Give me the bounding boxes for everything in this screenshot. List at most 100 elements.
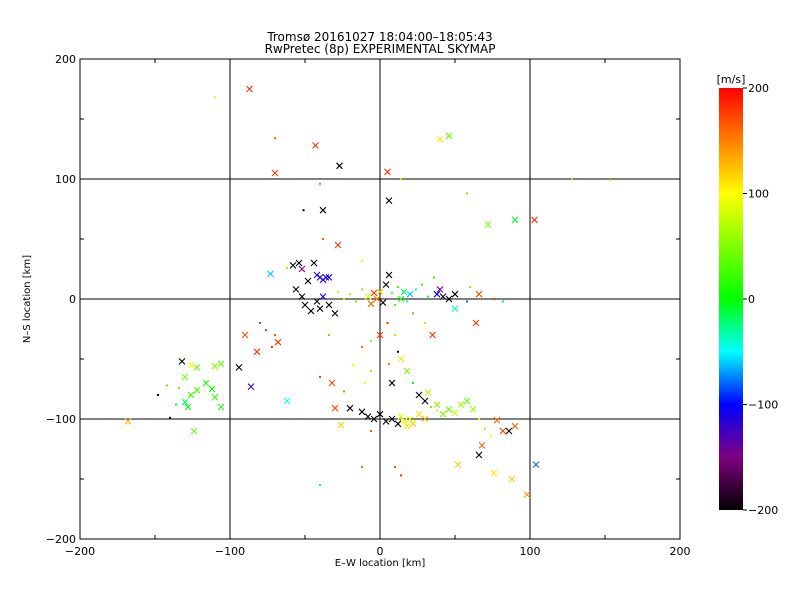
data-point-cross <box>190 427 198 435</box>
data-point-cross <box>445 406 453 413</box>
data-point-cross <box>298 265 306 273</box>
data-point-cross <box>376 410 384 418</box>
data-point-dot <box>319 376 321 378</box>
data-point-dot <box>412 382 414 384</box>
y-axis-ticks: 200 100 0 −100 −200 <box>46 53 680 546</box>
data-point-cross <box>445 295 453 303</box>
data-point-dot <box>319 182 321 185</box>
colorbar-tick-label: 0 <box>748 293 755 306</box>
data-point-dot <box>166 384 168 387</box>
data-point-dot <box>302 209 305 212</box>
data-point-cross <box>364 293 372 300</box>
data-point-cross <box>445 132 453 140</box>
data-point-dot <box>391 292 393 294</box>
data-point-dot <box>490 434 492 437</box>
y-tick-label: −100 <box>46 413 76 426</box>
data-point-cross <box>124 418 132 425</box>
data-point-dot <box>493 298 495 300</box>
data-point-cross <box>439 410 447 418</box>
data-point-cross <box>436 286 444 293</box>
data-point-dot <box>361 259 363 262</box>
y-tick-label: −200 <box>46 533 76 546</box>
data-point-cross <box>181 398 189 406</box>
x-tick-label: 0 <box>377 545 384 558</box>
data-point-cross <box>331 404 339 412</box>
data-point-cross <box>508 475 516 483</box>
data-point-dot <box>388 362 390 365</box>
data-point-cross <box>325 301 333 309</box>
data-point-cross <box>217 360 225 368</box>
data-point-cross <box>328 379 336 387</box>
data-point-cross <box>499 427 507 435</box>
data-point-cross <box>463 397 471 405</box>
data-point-cross <box>484 221 492 228</box>
data-point-cross <box>394 420 402 428</box>
x-tick-label: −200 <box>65 545 95 558</box>
data-point-dot <box>274 334 276 336</box>
data-point-dot <box>370 340 372 342</box>
data-point-cross <box>246 85 253 93</box>
x-axis-ticks: −200 −100 0 100 200 <box>65 59 691 558</box>
data-point-cross <box>253 348 261 356</box>
data-point-cross <box>187 391 195 399</box>
data-point-dot <box>469 286 471 288</box>
data-point-cross <box>184 403 192 411</box>
data-point-cross <box>379 299 387 306</box>
data-point-cross <box>178 358 186 365</box>
data-point-dot <box>328 334 330 336</box>
data-point-cross <box>429 331 436 339</box>
chart-subtitle: RwPretec (8p) EXPERIMENTAL SKYMAP <box>265 42 496 56</box>
data-point-cross <box>400 418 408 425</box>
x-tick-label: 100 <box>520 545 541 558</box>
data-point-cross <box>247 383 255 390</box>
data-point-cross <box>406 415 414 423</box>
data-point-cross <box>370 289 378 297</box>
data-point-dot <box>386 322 389 324</box>
data-point-cross <box>319 293 327 300</box>
data-point-dot <box>319 484 321 486</box>
y-tick-label: 100 <box>55 173 76 186</box>
data-point-cross <box>451 290 459 298</box>
data-point-dot <box>436 409 438 412</box>
data-point-cross <box>388 379 396 387</box>
data-point-cross <box>400 288 408 296</box>
y-tick-label: 0 <box>69 293 76 306</box>
data-point-cross <box>531 216 538 224</box>
data-point-cross <box>274 338 282 346</box>
data-point-cross <box>385 197 393 204</box>
data-point-dot <box>466 300 468 303</box>
data-point-cross <box>424 389 432 396</box>
data-point-cross <box>421 415 429 423</box>
colorbar-tick-label: −200 <box>748 504 778 517</box>
data-point-cross <box>301 301 309 309</box>
data-point-cross <box>208 385 216 393</box>
data-point-dot <box>415 288 417 291</box>
data-point-dot <box>157 394 159 396</box>
data-point-dot <box>397 286 399 288</box>
data-point-cross <box>304 277 312 285</box>
data-point-dot <box>571 178 573 180</box>
data-point-cross <box>331 310 339 317</box>
data-point-cross <box>382 281 390 288</box>
data-point-cross <box>325 274 333 281</box>
data-point-cross <box>388 415 396 423</box>
data-point-cross <box>313 298 321 305</box>
data-point-cross <box>193 386 201 394</box>
data-point-cross <box>415 410 423 418</box>
data-point-cross <box>181 373 189 381</box>
x-axis-label: E–W location [km] <box>335 558 426 569</box>
data-point-dot <box>394 334 396 336</box>
colorbar-tick-label: −100 <box>748 399 778 412</box>
data-point-dot <box>349 293 351 296</box>
data-point-cross <box>384 168 391 176</box>
data-point-cross <box>283 397 291 405</box>
data-point-cross <box>316 305 324 312</box>
data-points <box>124 85 612 498</box>
data-point-dot <box>502 300 504 303</box>
data-point-cross <box>475 290 483 298</box>
data-point-cross <box>472 319 480 327</box>
data-point-cross <box>364 413 372 420</box>
data-point-cross <box>421 397 429 405</box>
data-point-dot <box>265 329 267 332</box>
data-point-cross <box>211 394 219 401</box>
